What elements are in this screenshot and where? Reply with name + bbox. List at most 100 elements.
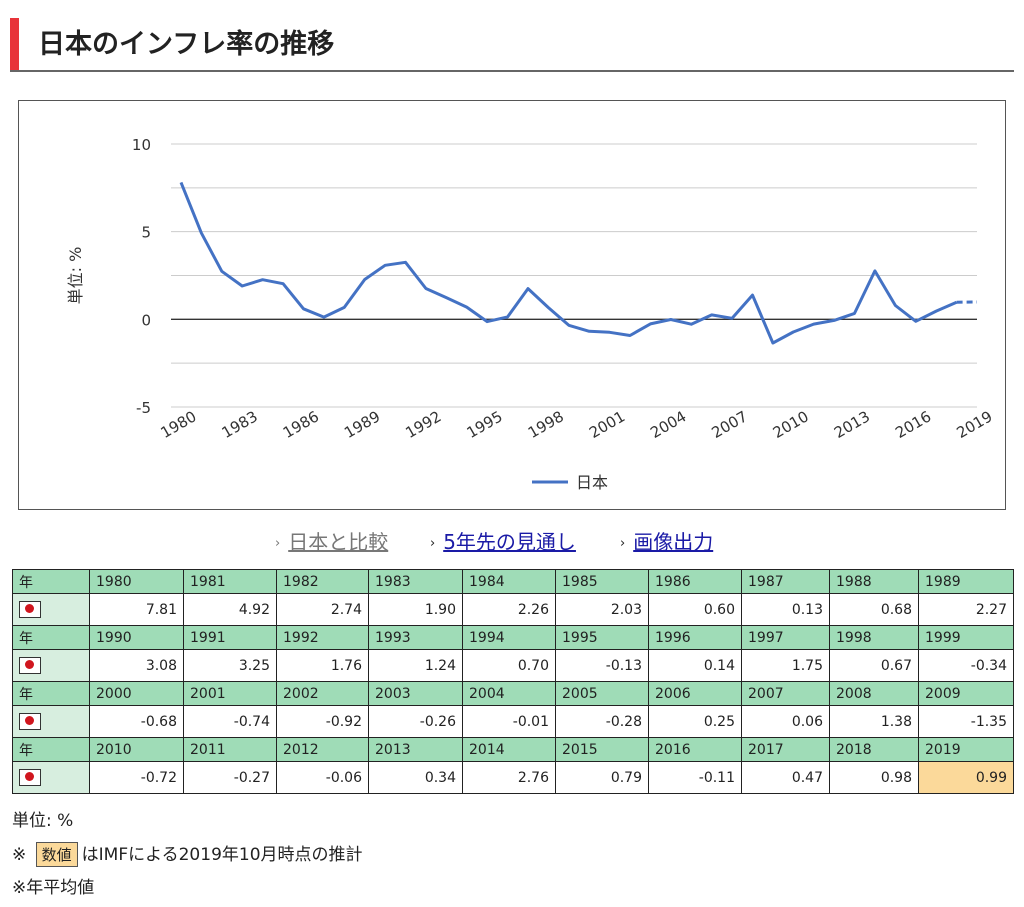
value-cell: -0.11	[648, 761, 742, 794]
year-cell: 2009	[918, 681, 1014, 706]
x-tick-label: 1983	[219, 407, 261, 442]
year-cell: 2012	[276, 737, 369, 762]
value-cell: -1.35	[918, 705, 1014, 738]
year-cell: 1996	[648, 625, 742, 650]
japan-flag-icon	[19, 657, 41, 674]
value-row: 3.08 3.25 1.76 1.24 0.70 -0.13 0.14 1.75 0.67 -0.…	[12, 649, 1014, 682]
y-tick-label: 0	[141, 311, 151, 329]
year-cell: 2017	[741, 737, 830, 762]
inflation-line-chart: 10 5 0 -5 単位: % 1980 1983 1986 1989 1992 1995 1998 2…	[66, 136, 996, 492]
flag-cell	[12, 705, 90, 738]
inflation-chart: 10 5 0 -5 単位: % 1980 1983 1986 1989 1992 1995 1998 2…	[18, 100, 1006, 510]
year-cell: 1981	[183, 569, 277, 594]
year-header-row: 年 2000 2001 2002 2003 2004 2005 2006 2007 2008 200…	[12, 681, 1014, 706]
year-cell: 2011	[183, 737, 277, 762]
value-cell: -0.92	[276, 705, 369, 738]
year-cell: 2002	[276, 681, 369, 706]
year-cell: 2008	[829, 681, 919, 706]
chevron-right-icon: ›	[620, 536, 626, 551]
flag-cell	[12, 761, 90, 794]
year-cell: 1991	[183, 625, 277, 650]
page-title: 日本のインフレ率の推移	[38, 29, 335, 60]
value-cell: -0.34	[918, 649, 1014, 682]
year-cell: 2010	[89, 737, 184, 762]
year-cell: 1993	[368, 625, 463, 650]
action-links: › 日本と比較 › 5年先の見通し › 画像出力	[0, 526, 1024, 554]
year-cell: 2000	[89, 681, 184, 706]
year-cell: 2016	[648, 737, 742, 762]
year-cell: 1999	[918, 625, 1014, 650]
value-cell: 3.08	[89, 649, 184, 682]
x-tick-label: 2016	[892, 407, 934, 442]
value-cell: 2.03	[555, 593, 649, 626]
value-cell: 0.06	[741, 705, 830, 738]
outlook-link[interactable]: › 5年先の見通し	[430, 530, 576, 554]
year-cell: 2013	[368, 737, 463, 762]
value-cell: 0.34	[368, 761, 463, 794]
x-tick-label: 1980	[157, 407, 199, 442]
x-tick-label: 1998	[525, 407, 567, 442]
value-cell: -0.01	[462, 705, 556, 738]
year-header-row: 年 1990 1991 1992 1993 1994 1995 1996 1997 1998 199…	[12, 625, 1014, 650]
year-cell: 2019	[918, 737, 1014, 762]
year-cell: 2006	[648, 681, 742, 706]
year-cell: 1986	[648, 569, 742, 594]
value-cell: 0.60	[648, 593, 742, 626]
estimate-badge: 数値	[35, 842, 78, 867]
x-tick-label: 2007	[709, 407, 751, 442]
year-cell: 1997	[741, 625, 830, 650]
value-row: 7.81 4.92 2.74 1.90 2.26 2.03 0.60 0.13 0.68 2.27	[12, 593, 1014, 626]
year-cell: 1983	[368, 569, 463, 594]
year-label-cell: 年	[12, 737, 90, 762]
value-cell: 1.24	[368, 649, 463, 682]
image-export-link[interactable]: › 画像出力	[620, 530, 714, 554]
year-cell: 1995	[555, 625, 649, 650]
value-cell: 1.75	[741, 649, 830, 682]
japan-flag-icon	[19, 713, 41, 730]
value-cell: -0.27	[183, 761, 277, 794]
value-cell: -0.72	[89, 761, 184, 794]
year-cell: 1989	[918, 569, 1014, 594]
year-cell: 2014	[462, 737, 556, 762]
x-tick-label: 1995	[464, 407, 506, 442]
chevron-right-icon: ›	[430, 536, 436, 551]
value-cell: -0.26	[368, 705, 463, 738]
page-title-bar: 日本のインフレ率の推移	[10, 18, 1014, 72]
x-tick-label: 1989	[341, 407, 383, 442]
year-cell: 1987	[741, 569, 830, 594]
year-cell: 1985	[555, 569, 649, 594]
unit-note: 単位: %	[12, 811, 74, 831]
japan-flag-icon	[19, 601, 41, 618]
value-cell: -0.74	[183, 705, 277, 738]
series-line	[179, 181, 958, 345]
value-cell: -0.68	[89, 705, 184, 738]
inflation-table: 年 1980 1981 1982 1983 1984 1985 1986 1987 1988 198…	[12, 569, 1014, 794]
value-cell: 0.70	[462, 649, 556, 682]
value-cell: -0.13	[555, 649, 649, 682]
y-tick-label: 5	[141, 224, 151, 242]
value-cell: 2.26	[462, 593, 556, 626]
year-header-row: 年 1980 1981 1982 1983 1984 1985 1986 1987 1988 198…	[12, 569, 1014, 594]
x-tick-label: 2019	[953, 407, 995, 442]
flag-cell	[12, 593, 90, 626]
value-cell: 0.47	[741, 761, 830, 794]
year-cell: 1990	[89, 625, 184, 650]
value-cell: 3.25	[183, 649, 277, 682]
value-cell: -0.06	[276, 761, 369, 794]
value-cell: 0.99	[918, 761, 1014, 794]
value-cell: 0.13	[741, 593, 830, 626]
x-tick-label: 1986	[280, 407, 322, 442]
value-cell: 2.27	[918, 593, 1014, 626]
x-tick-label: 2013	[831, 407, 873, 442]
legend-label: 日本	[576, 473, 608, 492]
value-cell: 0.98	[829, 761, 919, 794]
chevron-right-icon: ›	[275, 536, 281, 551]
value-cell: 0.79	[555, 761, 649, 794]
value-cell: -0.28	[555, 705, 649, 738]
value-cell: 2.76	[462, 761, 556, 794]
value-cell: 4.92	[183, 593, 277, 626]
average-note: ※年平均値	[12, 878, 95, 898]
title-accent-bar	[10, 18, 19, 70]
compare-link[interactable]: › 日本と比較	[275, 530, 389, 554]
value-cell: 0.68	[829, 593, 919, 626]
